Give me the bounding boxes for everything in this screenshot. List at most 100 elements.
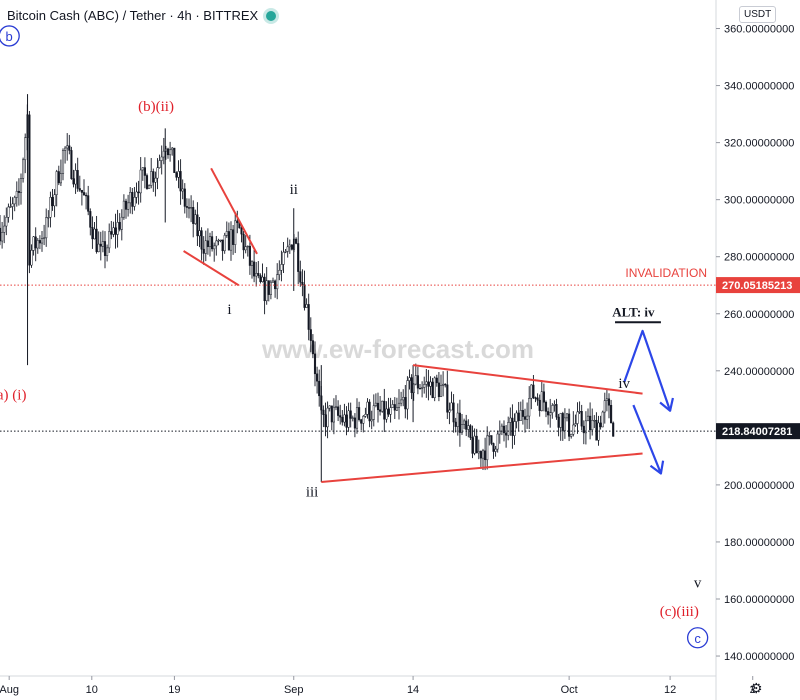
x-tick-label: 10 bbox=[86, 684, 98, 696]
candle-body bbox=[578, 411, 581, 413]
candle-body bbox=[309, 329, 312, 341]
candle-body bbox=[427, 381, 430, 387]
candle-body bbox=[196, 214, 199, 237]
candle-body bbox=[444, 383, 447, 386]
wave-iv-label: iv bbox=[618, 376, 630, 392]
candle-body bbox=[213, 245, 216, 250]
candle-body bbox=[284, 251, 287, 253]
candle-body bbox=[36, 240, 39, 249]
candle-body bbox=[223, 235, 226, 252]
candle-body bbox=[234, 220, 237, 245]
candle-body bbox=[150, 171, 153, 186]
currency-badge[interactable]: USDT bbox=[739, 6, 777, 23]
wave-iii-label: iii bbox=[306, 484, 319, 500]
candle-body bbox=[154, 177, 157, 183]
candle-body bbox=[561, 413, 564, 431]
candle-body bbox=[148, 185, 151, 189]
y-tick-label: 280.00000000 bbox=[724, 252, 794, 264]
price-level-tag bbox=[716, 423, 800, 440]
candle-body bbox=[364, 414, 367, 417]
wave-b-label: b bbox=[6, 29, 13, 44]
candle-body bbox=[580, 411, 583, 427]
candle-body bbox=[536, 397, 539, 401]
candle-body bbox=[519, 410, 522, 421]
candle-body bbox=[481, 450, 485, 459]
candle-body bbox=[139, 169, 142, 194]
candle-body bbox=[240, 227, 243, 235]
gear-icon[interactable]: ⚙ bbox=[750, 680, 763, 696]
candle-body bbox=[22, 159, 25, 179]
candle-body bbox=[603, 400, 606, 413]
candle-body bbox=[1, 232, 4, 242]
candle-body bbox=[463, 420, 466, 425]
candle-body bbox=[383, 400, 386, 420]
y-tick-label: 320.00000000 bbox=[724, 138, 794, 150]
candle-body bbox=[500, 425, 503, 432]
candle-body bbox=[595, 419, 598, 441]
candle-body bbox=[217, 240, 220, 242]
watermark-text: www.ew-forecast.com bbox=[261, 334, 534, 364]
candle-body bbox=[414, 375, 417, 385]
candle-body bbox=[7, 206, 10, 218]
candle-body bbox=[30, 250, 33, 266]
x-tick-label: Sep bbox=[284, 684, 304, 696]
candle-body bbox=[418, 387, 422, 390]
candle-body bbox=[290, 244, 293, 250]
candle-body bbox=[51, 197, 54, 207]
candle-body bbox=[473, 435, 476, 454]
candle-body bbox=[347, 410, 350, 428]
candle-body bbox=[248, 245, 251, 266]
candle-body bbox=[490, 435, 493, 444]
candle-body bbox=[43, 237, 46, 239]
candle-body bbox=[135, 191, 138, 198]
candle-body bbox=[34, 236, 37, 249]
arrow-alt-path bbox=[623, 329, 672, 412]
candle-body bbox=[505, 432, 508, 436]
candle-body bbox=[15, 190, 18, 198]
candle-body bbox=[204, 240, 207, 254]
candle-body bbox=[3, 225, 6, 233]
candle-body bbox=[87, 195, 90, 212]
wave-b-ii-label: (b)(ii) bbox=[138, 99, 174, 115]
candle-body bbox=[271, 280, 275, 283]
candle-body bbox=[532, 384, 535, 398]
candle-body bbox=[515, 412, 518, 422]
candle-body bbox=[324, 414, 327, 428]
candle-body bbox=[129, 191, 132, 204]
candle-body bbox=[349, 410, 352, 419]
candle-body bbox=[565, 413, 569, 419]
candle-body bbox=[410, 377, 413, 393]
candle-body bbox=[570, 433, 573, 437]
candle-body bbox=[116, 222, 119, 235]
candle-body bbox=[542, 391, 545, 403]
candle-body bbox=[521, 410, 524, 417]
candle-body bbox=[355, 407, 359, 429]
candle-body bbox=[381, 400, 384, 412]
y-tick-label: 240.00000000 bbox=[724, 366, 794, 378]
candle-body bbox=[586, 415, 590, 422]
candle-body bbox=[80, 189, 83, 193]
candle-body bbox=[76, 170, 79, 189]
candle-body bbox=[171, 147, 174, 151]
candle-body bbox=[227, 231, 230, 251]
price-level-value: 218.84007281 bbox=[722, 426, 792, 438]
candle-body bbox=[610, 405, 613, 424]
candle-body bbox=[173, 147, 176, 173]
candle-body bbox=[91, 227, 94, 240]
candle-body bbox=[599, 422, 602, 428]
y-tick-label: 360.00000000 bbox=[724, 24, 794, 36]
candle-body bbox=[360, 419, 363, 424]
wave-alt-iv-label: ALT: iv bbox=[612, 305, 655, 320]
price-level-value: 270.05185213 bbox=[722, 280, 792, 292]
candle-body bbox=[437, 382, 440, 398]
candle-body bbox=[106, 247, 109, 256]
candle-body bbox=[211, 236, 214, 250]
candle-body bbox=[313, 353, 317, 375]
candle-body bbox=[97, 243, 100, 253]
candle-body bbox=[442, 383, 445, 386]
candle-body bbox=[593, 419, 596, 422]
symbol-title: Bitcoin Cash (ABC) / Tether · 4h · BITTR… bbox=[7, 8, 259, 23]
candle-body bbox=[408, 377, 411, 381]
